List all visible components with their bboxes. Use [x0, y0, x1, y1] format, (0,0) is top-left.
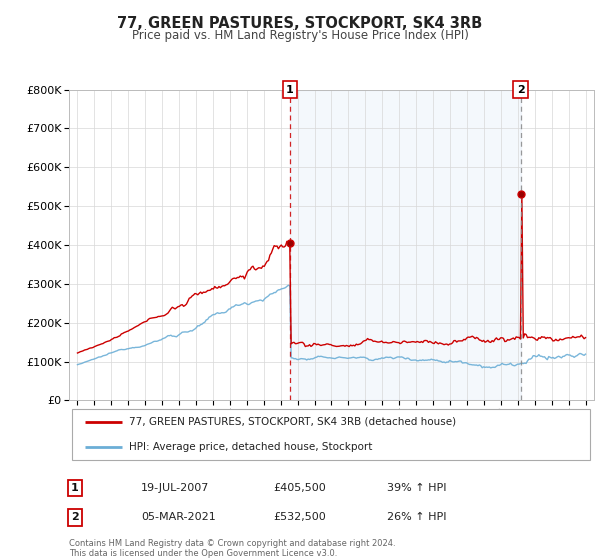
Text: 19-JUL-2007: 19-JUL-2007	[141, 483, 209, 493]
Text: 77, GREEN PASTURES, STOCKPORT, SK4 3RB (detached house): 77, GREEN PASTURES, STOCKPORT, SK4 3RB (…	[130, 417, 457, 427]
Text: 2: 2	[71, 512, 79, 522]
Text: 26% ↑ HPI: 26% ↑ HPI	[387, 512, 446, 522]
FancyBboxPatch shape	[71, 409, 590, 460]
Text: 77, GREEN PASTURES, STOCKPORT, SK4 3RB: 77, GREEN PASTURES, STOCKPORT, SK4 3RB	[118, 16, 482, 31]
Text: 2: 2	[517, 85, 524, 95]
Bar	[290, 90, 521, 400]
Text: 1: 1	[71, 483, 79, 493]
Text: £532,500: £532,500	[273, 512, 326, 522]
Text: Contains HM Land Registry data © Crown copyright and database right 2024.: Contains HM Land Registry data © Crown c…	[69, 539, 395, 548]
Text: 1: 1	[286, 85, 294, 95]
Text: Price paid vs. HM Land Registry's House Price Index (HPI): Price paid vs. HM Land Registry's House …	[131, 29, 469, 42]
Text: £405,500: £405,500	[273, 483, 326, 493]
Text: 05-MAR-2021: 05-MAR-2021	[141, 512, 216, 522]
Text: 39% ↑ HPI: 39% ↑ HPI	[387, 483, 446, 493]
Text: HPI: Average price, detached house, Stockport: HPI: Average price, detached house, Stoc…	[130, 442, 373, 452]
Text: This data is licensed under the Open Government Licence v3.0.: This data is licensed under the Open Gov…	[69, 549, 337, 558]
